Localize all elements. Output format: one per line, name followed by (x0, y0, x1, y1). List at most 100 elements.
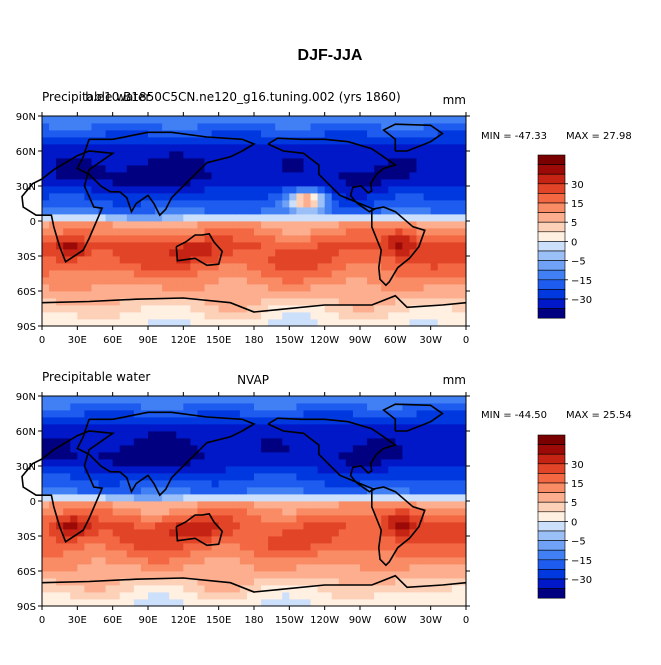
heatmap-cell (331, 585, 340, 593)
heatmap-cell (211, 256, 220, 264)
heatmap-cell (155, 543, 163, 551)
colorbar-label: 15 (571, 199, 584, 210)
heatmap-cell (423, 410, 432, 418)
colorbar-swatch (537, 173, 566, 185)
heatmap-cell (352, 564, 361, 572)
heatmap-cell (190, 228, 198, 236)
heatmap-cell (91, 263, 99, 271)
heatmap-cell (126, 536, 135, 544)
heatmap-cell (197, 487, 205, 495)
heatmap-cell (360, 571, 368, 579)
heatmap-cell (148, 312, 156, 320)
heatmap-cell (275, 557, 283, 565)
heatmap-cell (112, 263, 121, 271)
heatmap-cell (211, 557, 220, 565)
heatmap-cell (296, 466, 304, 474)
heatmap-cell (63, 396, 71, 404)
heatmap-cell (310, 137, 318, 145)
heatmap-cell (119, 487, 128, 495)
heatmap-cell (374, 480, 382, 488)
heatmap-cell (352, 116, 361, 124)
heatmap-cell (91, 515, 99, 523)
heatmap-cell (388, 480, 396, 488)
heatmap-cell (112, 396, 121, 404)
heatmap-cell (402, 277, 410, 285)
heatmap-cell (367, 228, 375, 236)
heatmap-cell (367, 536, 375, 544)
heatmap-cell (416, 522, 424, 530)
heatmap-cell (112, 522, 121, 530)
x-tick-label: 120E (171, 615, 196, 626)
heatmap-cell (232, 151, 241, 159)
heatmap-cell (352, 599, 361, 607)
heatmap-cell (211, 284, 220, 292)
heatmap-cell (303, 249, 311, 257)
heatmap-cell (197, 179, 205, 187)
heatmap-cell (254, 214, 262, 222)
heatmap-cell (282, 256, 290, 264)
heatmap-cell (197, 116, 205, 124)
heatmap-cell (437, 424, 446, 432)
heatmap-cell (225, 522, 234, 530)
colorbar-swatch (537, 569, 566, 580)
heatmap-cell (211, 277, 220, 285)
heatmap-cell (91, 130, 99, 138)
heatmap-cell (402, 508, 410, 516)
heatmap-cell (126, 221, 135, 229)
heatmap-cell (409, 158, 417, 166)
heatmap-cell (296, 256, 304, 264)
heatmap-cell (218, 473, 227, 481)
heatmap-cell (190, 263, 198, 271)
heatmap-cell (169, 158, 177, 166)
heatmap-cell (268, 480, 276, 488)
heatmap-cell (430, 515, 439, 523)
heatmap-cell (381, 123, 389, 131)
heatmap-cell (423, 452, 432, 460)
heatmap-cell (204, 543, 212, 551)
heatmap-cell (296, 438, 304, 446)
heatmap-cell (352, 270, 361, 278)
heatmap-cell (331, 424, 340, 432)
heatmap-cell (345, 305, 354, 313)
heatmap-cell (98, 438, 106, 446)
heatmap-cell (331, 277, 340, 285)
heatmap-cell (282, 522, 290, 530)
heatmap-cell (296, 403, 304, 411)
heatmap-cell (416, 543, 424, 551)
heatmap-cell (98, 151, 106, 159)
heatmap-cell (140, 571, 149, 579)
heatmap-cell (169, 256, 177, 264)
heatmap-cell (155, 592, 163, 600)
heatmap-cell (169, 564, 177, 572)
heatmap-cell (140, 263, 149, 271)
heatmap-cell (367, 431, 375, 439)
heatmap-cell (232, 144, 241, 152)
heatmap-cell (84, 284, 92, 292)
heatmap-cell (338, 284, 347, 292)
heatmap-cell (112, 256, 121, 264)
heatmap-cell (317, 529, 326, 537)
x-tick-label: 120W (310, 615, 339, 626)
heatmap-cell (162, 494, 170, 502)
heatmap-cell (296, 235, 304, 243)
heatmap-cell (268, 130, 276, 138)
heatmap-cell (451, 550, 460, 558)
heatmap-cell (232, 473, 241, 481)
heatmap-cell (77, 319, 85, 327)
heatmap-cell (331, 116, 340, 124)
heatmap-cell (218, 319, 227, 327)
heatmap-cell (289, 578, 297, 586)
heatmap-cell (190, 550, 198, 558)
heatmap-cell (49, 186, 57, 194)
heatmap-cell (133, 144, 142, 152)
heatmap-cell (176, 487, 184, 495)
heatmap-cell (374, 452, 382, 460)
heatmap-cell (84, 557, 92, 565)
heatmap-cell (162, 242, 170, 250)
heatmap-cell (148, 116, 156, 124)
heatmap-cell (310, 270, 318, 278)
heatmap-cell (317, 137, 326, 145)
heatmap-cell (225, 515, 234, 523)
heatmap-cell (176, 263, 184, 271)
heatmap-cell (282, 221, 290, 229)
